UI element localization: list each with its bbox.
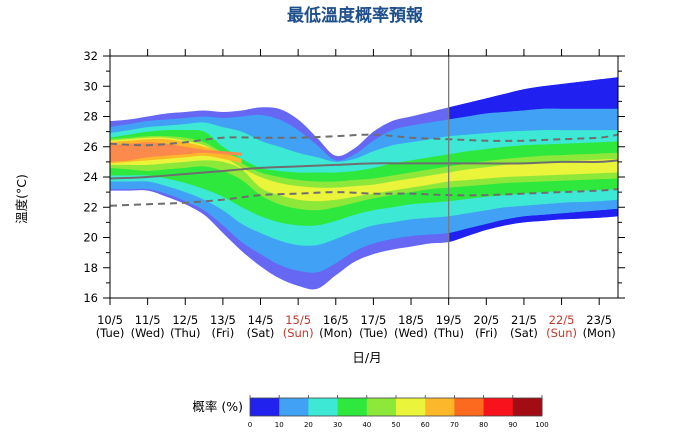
x-axis-title: 日/月 <box>352 350 381 365</box>
probability-bands <box>110 77 618 290</box>
axes: 16182022242628303210/5(Tue)11/5(Wed)12/5… <box>83 49 625 340</box>
legend-tick-label: 50 <box>392 421 401 429</box>
legend-tick-label: 60 <box>421 421 430 429</box>
x-tick-date: 14/5 <box>248 313 274 327</box>
y-tick-label: 20 <box>83 231 98 245</box>
y-tick-label: 26 <box>83 140 98 154</box>
legend-swatch <box>425 398 455 416</box>
x-tick-day: (Thu) <box>170 326 201 340</box>
x-tick-date: 12/5 <box>172 313 198 327</box>
x-tick-day: (Wed) <box>394 326 428 340</box>
y-tick-label: 18 <box>83 261 98 275</box>
x-tick-date: 11/5 <box>135 313 161 327</box>
prob-band-3 <box>110 129 618 226</box>
prob-band-7 <box>110 142 242 162</box>
legend-tick-label: 10 <box>275 421 284 429</box>
lower-climatology-line <box>110 188 618 207</box>
x-tick-date: 16/5 <box>323 313 349 327</box>
legend-tick-label: 20 <box>304 421 313 429</box>
legend-tick-label: 80 <box>479 421 488 429</box>
y-tick-label: 24 <box>83 170 98 184</box>
x-tick-day: (Wed) <box>131 326 165 340</box>
legend-tick-label: 0 <box>248 421 252 429</box>
x-tick-date: 17/5 <box>360 313 386 327</box>
legend-swatch <box>396 398 426 416</box>
x-tick-day: (Sun) <box>283 326 314 340</box>
legend-swatch <box>279 398 309 416</box>
legend-swatch <box>250 398 280 416</box>
legend-tick-label: 100 <box>535 421 548 429</box>
x-tick-day: (Sat) <box>510 326 538 340</box>
reference-lines <box>110 133 618 207</box>
x-tick-date: 23/5 <box>586 313 612 327</box>
legend-swatch <box>483 398 514 416</box>
legend-tick-label: 90 <box>508 421 517 429</box>
y-tick-label: 28 <box>83 110 98 124</box>
legend-swatch <box>512 398 543 416</box>
x-tick-day: (Mon) <box>319 326 352 340</box>
legend-swatch <box>337 398 368 416</box>
legend-title: 概率 (%) <box>192 399 243 414</box>
chart-title: 最低溫度概率預報 <box>287 5 424 26</box>
y-tick-label: 16 <box>83 291 98 305</box>
x-tick-day: (Thu) <box>433 326 464 340</box>
legend-tick-label: 40 <box>362 421 371 429</box>
upper-climatology-line <box>110 133 618 147</box>
x-tick-date: 19/5 <box>436 313 462 327</box>
x-tick-date: 10/5 <box>97 313 123 327</box>
x-tick-date: 15/5 <box>285 313 311 327</box>
x-tick-day: (Tue) <box>96 326 125 340</box>
x-tick-day: (Fri) <box>475 326 498 340</box>
legend-tick-label: 30 <box>333 421 342 429</box>
legend: 0 10 20 30 40 50 60 70 80 90 100 <box>248 395 549 429</box>
mean-line <box>110 159 618 180</box>
legend-swatch <box>308 398 339 416</box>
x-tick-date: 18/5 <box>398 313 424 327</box>
legend-swatch <box>366 398 397 416</box>
x-tick-day: (Sat) <box>247 326 275 340</box>
x-tick-date: 13/5 <box>210 313 236 327</box>
x-tick-day: (Tue) <box>359 326 388 340</box>
x-tick-day: (Sun) <box>546 326 577 340</box>
x-tick-date: 22/5 <box>549 313 575 327</box>
x-tick-day: (Fri) <box>212 326 235 340</box>
y-tick-label: 32 <box>83 49 98 63</box>
x-tick-date: 20/5 <box>473 313 499 327</box>
x-tick-date: 21/5 <box>511 313 537 327</box>
x-tick-day: (Mon) <box>583 326 616 340</box>
y-axis-title: 溫度(°C) <box>14 174 29 224</box>
y-tick-label: 30 <box>83 79 98 93</box>
legend-tick-label: 70 <box>450 421 459 429</box>
y-tick-label: 22 <box>83 200 98 214</box>
legend-swatch <box>454 398 485 416</box>
